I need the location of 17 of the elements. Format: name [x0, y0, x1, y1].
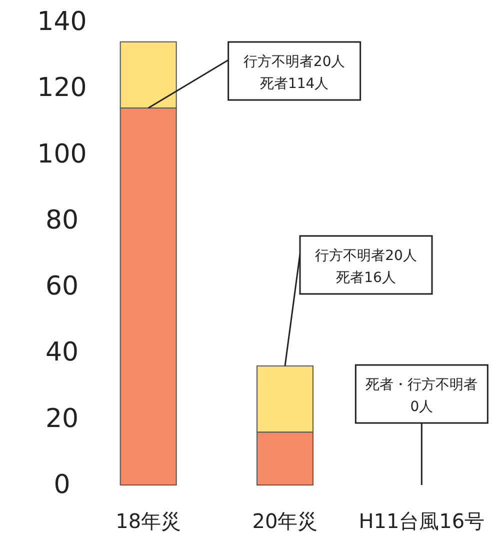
y-tick-label: 140 — [37, 7, 87, 37]
annotation: 行方不明者20人 — [315, 248, 417, 264]
annotation: 行方不明者20人 — [243, 54, 346, 70]
y-tick-label: 120 — [37, 73, 87, 104]
annotation: 死者16人 — [336, 270, 396, 286]
x-tick-label: 20年災 — [252, 509, 318, 533]
annotation: 死者114人 — [260, 76, 329, 92]
y-tick-label: 20 — [45, 404, 79, 434]
x-tick-label: 18年災 — [116, 509, 182, 533]
y-tick-label: 40 — [45, 338, 79, 368]
y-tick-label: 60 — [45, 272, 79, 302]
y-tick-label: 100 — [37, 139, 87, 170]
annotation: 死者・行方不明者 — [366, 377, 478, 393]
y-tick-label: 80 — [45, 205, 79, 236]
annotation: 0人 — [410, 399, 434, 415]
x-tick-label: H11台風16号 — [358, 509, 485, 533]
y-tick-label: 0 — [54, 470, 70, 500]
